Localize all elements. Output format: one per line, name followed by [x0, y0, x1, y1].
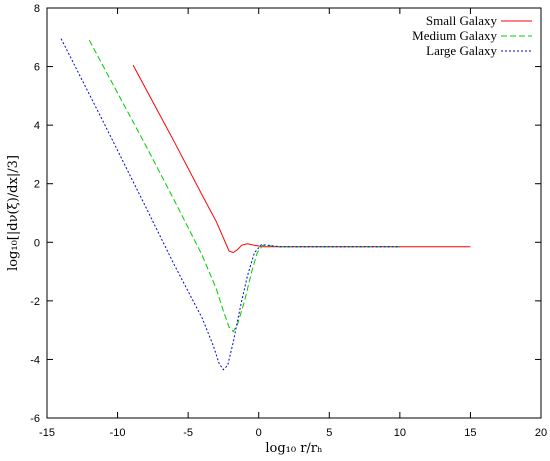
y-tick-label: 6	[34, 62, 40, 74]
series-layer	[60, 38, 471, 371]
y-tick-label: 0	[34, 237, 40, 249]
x-tick-label: 20	[535, 427, 547, 439]
plot-frame	[46, 7, 542, 419]
y-tick-label: 4	[34, 120, 40, 132]
y-tick-label: -4	[30, 354, 40, 366]
x-axis-label: log₁₀ r/rₕ	[265, 441, 322, 456]
y-tick-label: 2	[34, 179, 40, 191]
legend-label-3: Large Galaxy	[426, 43, 497, 58]
legend-label-1: Small Galaxy	[426, 13, 498, 28]
series-line-1	[132, 64, 471, 254]
tick-marks	[46, 7, 542, 419]
legend-label-2: Medium Galaxy	[412, 28, 497, 43]
y-tick-label: -6	[30, 413, 40, 425]
x-tick-label: -15	[39, 427, 55, 439]
x-tick-label: 15	[464, 427, 476, 439]
x-tick-label: 5	[326, 427, 332, 439]
x-tick-label: 0	[256, 427, 262, 439]
x-tick-label: -10	[110, 427, 126, 439]
x-tick-label: 10	[394, 427, 406, 439]
y-tick-label: 8	[34, 3, 40, 15]
series-line-3	[60, 38, 400, 371]
series-line-2	[88, 39, 400, 333]
y-tick-label: -2	[30, 296, 40, 308]
tick-labels: -15 -10 -5 0 5 10 15 20 -6 -4 -2 0 2 4 6 8	[30, 3, 547, 439]
y-axis-label: log₁₀[|dν(ξ)/dx|/3]	[6, 155, 21, 271]
x-tick-label: -5	[183, 427, 193, 439]
